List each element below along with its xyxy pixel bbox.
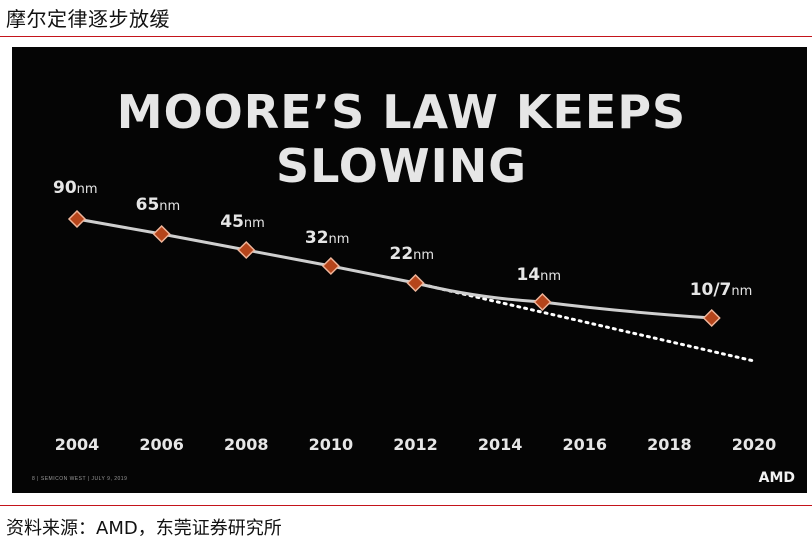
trend-projection-line [414,281,756,363]
data-point-marker [321,256,340,276]
data-point-marker [406,273,425,293]
data-label-unit: nm [159,199,180,214]
data-point-marker [67,209,87,229]
data-label-unit: nm [244,216,265,231]
top-divider [0,36,812,37]
data-label: 65nm [136,195,181,215]
slide-footer: 8 | SEMICON WEST | JULY 9, 2019 [32,476,128,482]
data-label-unit: nm [731,284,752,299]
x-tick-label: 2016 [562,435,607,454]
x-tick-label: 2010 [309,435,354,454]
x-tick-label: 2012 [393,435,438,454]
series-line [76,217,712,320]
amd-logo: AMD [758,470,795,486]
data-label: 32nm [305,228,350,248]
data-label-value: 14 [516,265,540,285]
source-note: 资料来源：AMD，东莞证券研究所 [6,518,282,539]
data-label-value: 22 [390,244,414,264]
page-heading: 摩尔定律逐步放缓 [6,7,170,31]
x-tick-label: 2008 [224,435,269,454]
x-tick-label: 2018 [647,435,692,454]
data-label-unit: nm [77,182,98,197]
data-label-value: 65 [136,195,160,215]
data-point-marker [152,224,171,244]
data-label: 22nm [390,244,435,264]
data-label: 10/7nm [690,280,753,300]
data-label: 90nm [53,178,98,198]
x-tick-label: 2004 [55,435,100,454]
slide-image: MOORE’S LAW KEEPS SLOWING 90nm 65nm 45nm 32… [12,47,807,493]
data-point-marker [533,292,552,312]
data-label-value: 32 [305,228,329,248]
x-tick-label: 2014 [478,435,523,454]
data-label: 14nm [516,265,561,285]
data-label-value: 90 [53,178,77,198]
x-tick-label: 2006 [139,435,184,454]
data-point-marker [237,240,256,260]
data-label-unit: nm [413,248,434,263]
data-label-value: 45 [220,212,244,232]
data-label-value: 10/7 [690,280,732,300]
data-point-marker [702,308,721,328]
data-label-unit: nm [329,232,350,247]
slide-title: MOORE’S LAW KEEPS SLOWING [116,85,687,193]
data-label-unit: nm [540,269,561,284]
bottom-divider [0,505,812,506]
data-label: 45nm [220,212,265,232]
x-tick-label: 2020 [732,435,777,454]
